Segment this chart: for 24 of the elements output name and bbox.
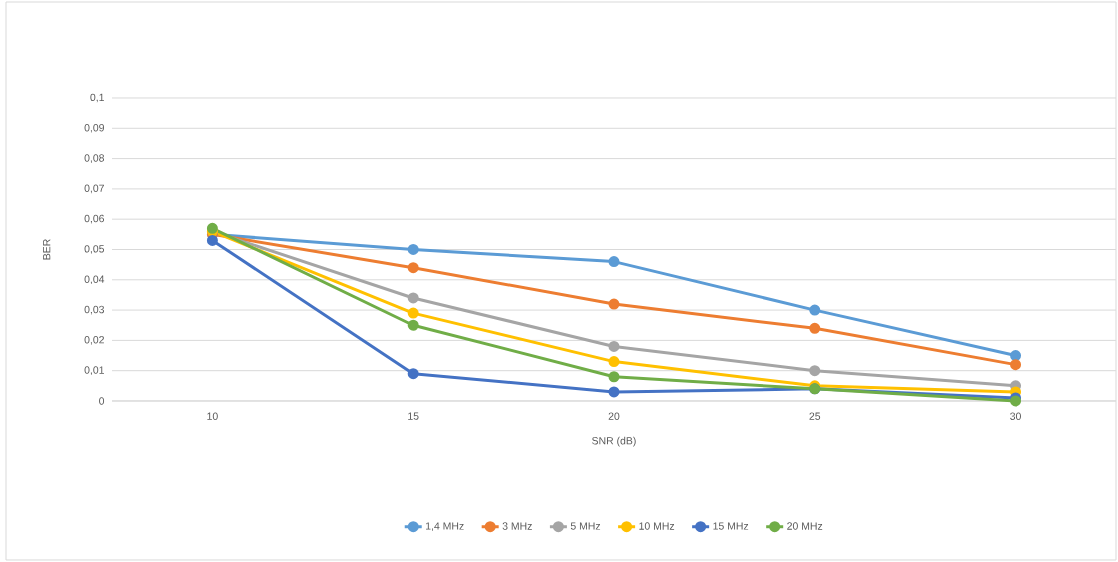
legend-label: 3 MHz bbox=[502, 522, 532, 530]
y-tick-label: 0 bbox=[99, 397, 105, 405]
x-tick-label: 20 bbox=[608, 412, 620, 420]
legend-label: 1,4 MHz bbox=[426, 522, 464, 531]
y-tick-label: 0,1 bbox=[90, 93, 104, 103]
y-axis-title: BER bbox=[43, 239, 51, 260]
x-tick-label: 30 bbox=[1010, 412, 1021, 420]
x-tick-label: 10 bbox=[207, 412, 218, 420]
legend-label: 10 MHz bbox=[639, 522, 675, 530]
legend-label: 15 MHz bbox=[713, 522, 749, 530]
legend-label: 20 MHz bbox=[787, 522, 823, 530]
x-axis-title: SNR (dB) bbox=[592, 436, 636, 447]
y-tick-label: 0,07 bbox=[84, 184, 104, 194]
legend-label: 5 MHz bbox=[570, 522, 601, 530]
x-tick-label: 25 bbox=[809, 412, 821, 420]
y-tick-label: 0,08 bbox=[84, 154, 105, 163]
x-tick-label: 15 bbox=[408, 412, 419, 420]
y-tick-label: 0,06 bbox=[84, 214, 105, 224]
y-tick-label: 0,09 bbox=[84, 123, 104, 133]
y-tick-label: 0,04 bbox=[84, 275, 105, 285]
y-tick-label: 0,03 bbox=[84, 305, 105, 315]
y-tick-label: 0,02 bbox=[84, 336, 104, 345]
y-tick-label: 0,01 bbox=[84, 366, 104, 376]
y-tick-label: 0,05 bbox=[84, 245, 105, 254]
